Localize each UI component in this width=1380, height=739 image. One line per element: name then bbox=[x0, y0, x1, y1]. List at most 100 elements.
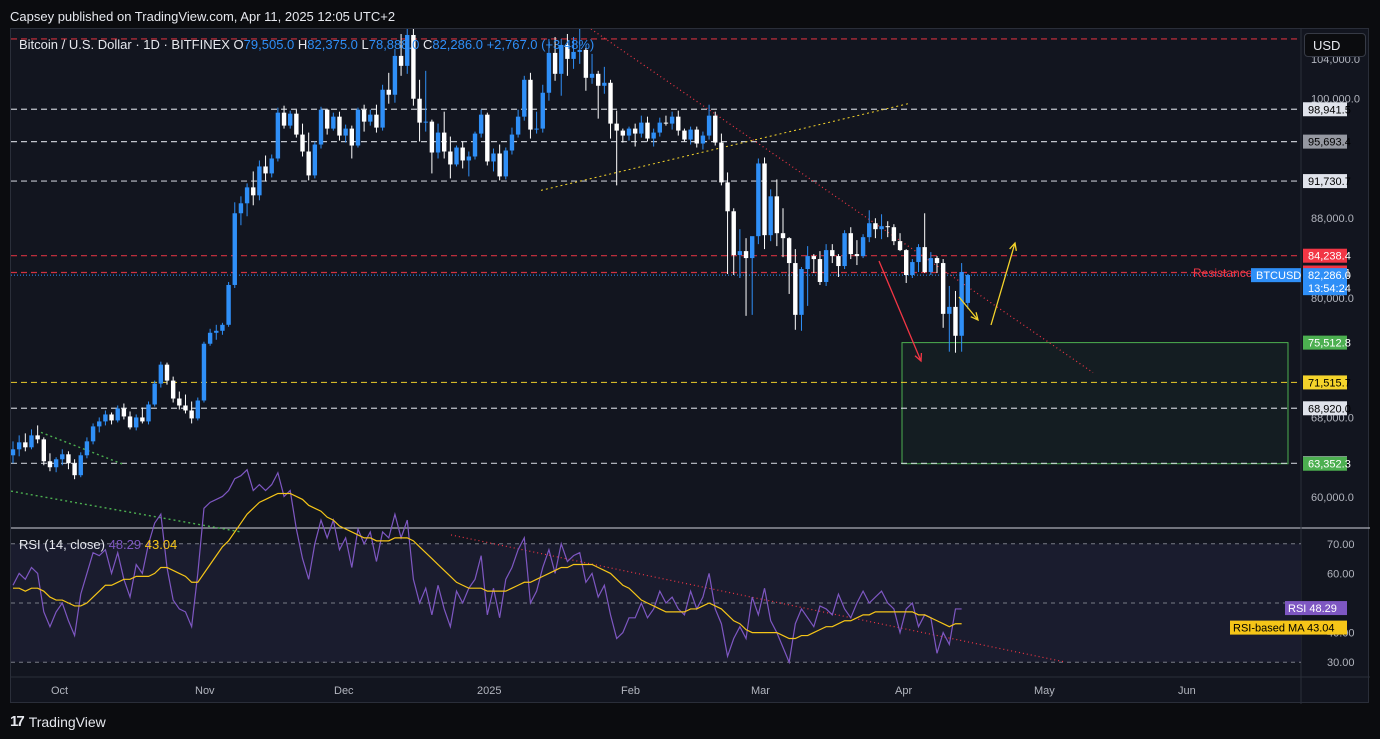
candle-body bbox=[398, 55, 404, 66]
candle-body bbox=[281, 112, 287, 126]
candle-body bbox=[620, 130, 626, 136]
candle-body bbox=[16, 442, 22, 450]
rsi-end-label-box bbox=[1285, 601, 1347, 616]
candle-body bbox=[90, 426, 96, 442]
candle-body bbox=[860, 237, 866, 257]
candle-body bbox=[53, 459, 59, 468]
candle-body bbox=[651, 132, 656, 139]
candle-body bbox=[786, 238, 792, 264]
candle-body bbox=[645, 122, 650, 139]
candle-body bbox=[577, 49, 582, 52]
candle-body bbox=[195, 400, 200, 419]
candle-body bbox=[873, 223, 878, 230]
candle-body bbox=[257, 166, 262, 196]
price-label-box bbox=[1303, 401, 1347, 416]
rsi-end-label: RSI-based MA 43.04 bbox=[1233, 623, 1335, 635]
candle-body bbox=[904, 250, 909, 276]
candle-body bbox=[146, 404, 151, 422]
candle-body bbox=[842, 233, 847, 267]
price-label: 68,920.0 bbox=[1308, 403, 1351, 415]
candle-body bbox=[626, 128, 632, 136]
candle-body bbox=[343, 128, 348, 136]
candle-body bbox=[774, 196, 780, 234]
price-label: 13:54:24 bbox=[1308, 283, 1351, 295]
candle-body bbox=[614, 123, 619, 131]
time-axis-tick: Jun bbox=[1178, 685, 1196, 697]
candle-body bbox=[177, 398, 182, 406]
candle-body bbox=[466, 156, 472, 161]
candle-body bbox=[269, 158, 274, 174]
candle-body bbox=[940, 263, 946, 314]
candle-body bbox=[485, 114, 490, 162]
candle-body bbox=[411, 34, 416, 99]
candle-body bbox=[663, 122, 669, 124]
ticker-tag-box bbox=[1251, 268, 1301, 283]
candle-body bbox=[134, 417, 139, 428]
candle-body bbox=[386, 89, 391, 95]
candle-body bbox=[497, 153, 502, 177]
candle-body bbox=[263, 166, 268, 174]
candle-body bbox=[959, 272, 964, 336]
price-label: 84,238.4 bbox=[1308, 251, 1351, 263]
candle-body bbox=[743, 251, 749, 259]
candle-body bbox=[275, 112, 281, 159]
time-axis-tick: May bbox=[1034, 685, 1055, 697]
candle-body bbox=[515, 116, 521, 135]
candle-body bbox=[583, 49, 589, 78]
candle-body bbox=[361, 109, 367, 122]
candle-body bbox=[288, 113, 293, 126]
candle-body bbox=[380, 89, 385, 128]
candle-body bbox=[442, 132, 447, 152]
candle-body bbox=[300, 134, 305, 152]
candle-body bbox=[121, 408, 127, 417]
rsi-axis-tick: 70.00 bbox=[1327, 539, 1355, 551]
ticker-tag: BTCUSD bbox=[1256, 270, 1301, 282]
candle-body bbox=[953, 306, 958, 336]
candle-body bbox=[750, 236, 755, 259]
candle-body bbox=[688, 129, 693, 140]
candle-body bbox=[392, 55, 398, 95]
price-label-box bbox=[1303, 248, 1347, 263]
candle-body bbox=[115, 408, 120, 421]
price-label-box bbox=[1303, 375, 1347, 390]
price-label-box bbox=[1303, 174, 1347, 189]
candle-body bbox=[47, 461, 53, 468]
candle-body bbox=[374, 114, 379, 128]
bearish-arrow bbox=[878, 260, 922, 362]
candle-body bbox=[448, 151, 453, 165]
candle-body bbox=[916, 247, 921, 263]
price-label: 63,352.3 bbox=[1308, 459, 1351, 471]
candle-body bbox=[682, 130, 687, 140]
candle-body bbox=[669, 116, 675, 124]
candle-body bbox=[534, 128, 539, 130]
tradingview-logo[interactable]: 17 TradingView bbox=[10, 713, 106, 730]
candle-body bbox=[429, 121, 435, 153]
candle-body bbox=[207, 332, 213, 344]
candle-body bbox=[725, 182, 730, 212]
candle-body bbox=[232, 213, 237, 285]
chart-canvas[interactable]: Bitcoin / U.S. Dollar · 1D · BITFINEX O7… bbox=[11, 29, 1370, 704]
candle-body bbox=[503, 150, 508, 177]
candle-body bbox=[836, 256, 841, 267]
candle-body bbox=[417, 98, 422, 123]
tradingview-logo-icon: 17 bbox=[10, 713, 25, 730]
chart-frame[interactable]: Bitcoin / U.S. Dollar · 1D · BITFINEX O7… bbox=[10, 28, 1370, 704]
candle-body bbox=[140, 417, 145, 422]
price-label-box bbox=[1303, 102, 1347, 117]
candle-body bbox=[331, 116, 336, 129]
candle-body bbox=[608, 82, 613, 124]
candle-body bbox=[768, 196, 773, 236]
candle-body bbox=[423, 121, 428, 123]
candle-body bbox=[694, 129, 699, 144]
candle-body bbox=[737, 251, 743, 256]
candle-body bbox=[602, 82, 607, 86]
currency-button[interactable]: USD bbox=[1304, 33, 1366, 57]
candle-body bbox=[349, 128, 354, 146]
candle-body bbox=[29, 435, 34, 448]
candle-body bbox=[854, 254, 860, 257]
candle-body bbox=[306, 151, 311, 176]
candle-body bbox=[294, 113, 299, 135]
price-label: 71,515.7 bbox=[1308, 377, 1351, 389]
candle-body bbox=[879, 226, 884, 230]
price-label-box bbox=[1303, 134, 1347, 149]
